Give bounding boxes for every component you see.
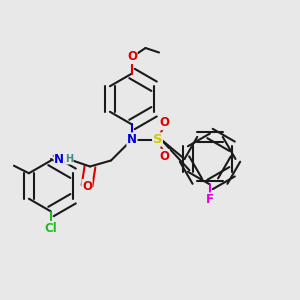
Text: O: O bbox=[159, 149, 169, 163]
Text: N: N bbox=[127, 133, 137, 146]
Text: O: O bbox=[82, 179, 92, 193]
Text: O: O bbox=[159, 116, 169, 130]
Text: F: F bbox=[206, 193, 214, 206]
Text: N: N bbox=[54, 153, 64, 167]
Text: H: H bbox=[65, 154, 73, 164]
Text: Cl: Cl bbox=[45, 221, 57, 235]
Text: S: S bbox=[153, 133, 162, 146]
Text: O: O bbox=[127, 50, 137, 64]
